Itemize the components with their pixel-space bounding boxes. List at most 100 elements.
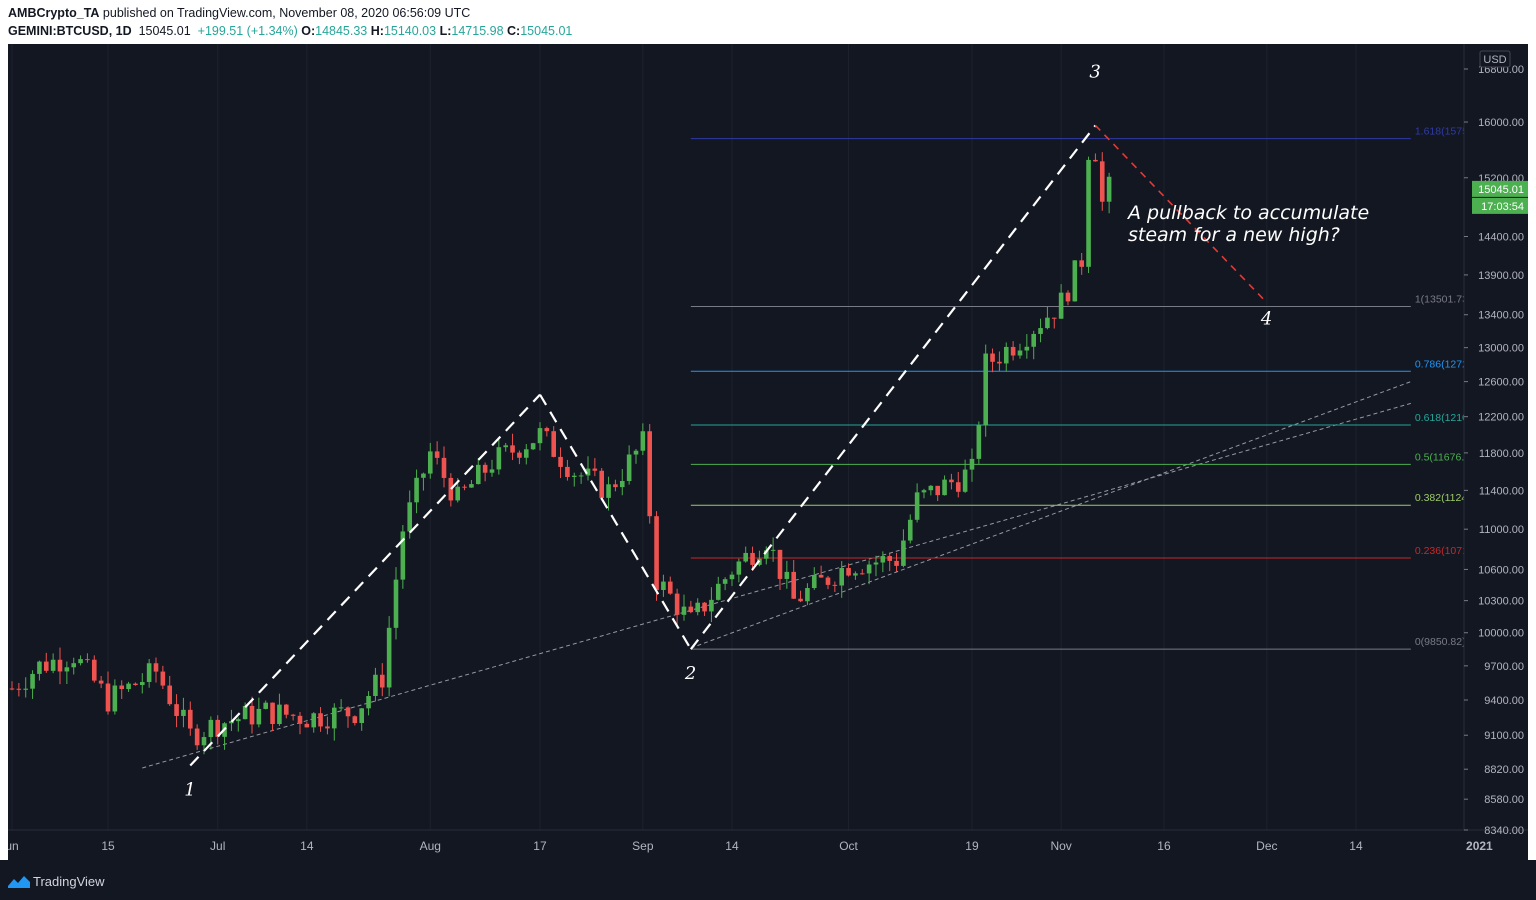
candle-body[interactable] [818,574,824,578]
candle-body[interactable] [887,556,892,561]
candle-body[interactable] [153,663,159,672]
candle-body[interactable] [825,577,831,585]
candle-body[interactable] [811,574,817,589]
candle-body[interactable] [379,674,385,688]
candle-body[interactable] [373,674,378,697]
symbol-name[interactable]: GEMINI:BTCUSD, 1D [8,24,132,38]
candle-body[interactable] [119,685,125,690]
candle-body[interactable] [859,573,865,575]
candle-body[interactable] [475,464,481,485]
candle-body[interactable] [105,683,111,712]
candle-body[interactable] [1017,350,1023,356]
candle-body[interactable] [421,473,426,478]
candle-body[interactable] [510,445,515,453]
candle-body[interactable] [386,627,392,688]
candle-body[interactable] [976,425,982,459]
candle-body[interactable] [194,728,200,746]
candle-body[interactable] [235,719,241,722]
candle-body[interactable] [1051,317,1057,319]
support-trendline[interactable] [690,381,1412,649]
candle-body[interactable] [1093,159,1098,162]
candle-body[interactable] [208,719,214,738]
candle-body[interactable] [270,702,275,725]
candle-body[interactable] [558,456,563,467]
candle-body[interactable] [414,477,419,503]
candle-body[interactable] [942,479,947,496]
candle-body[interactable] [914,492,920,520]
candle-body[interactable] [949,479,954,483]
candle-body[interactable] [1003,346,1009,364]
candle-body[interactable] [722,579,728,584]
candle-body[interactable] [654,516,659,590]
candle-body[interactable] [990,353,995,362]
candle-body[interactable] [729,574,735,580]
candle-body[interactable] [709,599,714,612]
candle-body[interactable] [585,468,591,476]
candle-body[interactable] [777,549,783,579]
candle-body[interactable] [462,486,467,488]
candle-body[interactable] [139,681,145,686]
wave-line[interactable] [689,124,1097,650]
candle-body[interactable] [784,571,790,579]
candle-body[interactable] [133,683,138,686]
publisher-name[interactable]: AMBCrypto_TA [8,6,100,20]
annotation-text[interactable]: A pullback to accumulate steam for a new … [1126,202,1369,246]
candle-body[interactable] [448,477,454,501]
candle-body[interactable] [283,704,289,715]
candle-body[interactable] [352,716,358,723]
candle-body[interactable] [503,445,509,448]
candle-body[interactable] [743,552,748,562]
candle-body[interactable] [338,707,344,709]
candle-body[interactable] [921,490,927,493]
candle-body[interactable] [606,484,611,498]
candle-body[interactable] [98,680,104,684]
candle-body[interactable] [277,704,282,725]
candle-body[interactable] [901,540,906,566]
candle-body[interactable] [393,579,399,628]
candle-body[interactable] [43,661,49,671]
candle-body[interactable] [263,702,269,709]
candle-body[interactable] [674,593,680,615]
tradingview-brand[interactable]: TradingView [33,874,105,889]
candle-body[interactable] [1058,292,1064,319]
candle-body[interactable] [770,549,776,551]
candle-body[interactable] [661,581,666,590]
candle-body[interactable] [304,723,310,728]
candle-body[interactable] [167,685,173,705]
candle-body[interactable] [750,552,755,565]
candle-body[interactable] [517,452,522,458]
candle-body[interactable] [619,481,625,488]
candle-body[interactable] [592,468,598,471]
projection-line[interactable] [1094,124,1268,304]
candle-body[interactable] [578,475,584,477]
candle-body[interactable] [1045,317,1050,329]
chart-area[interactable]: 1.618(15757.99) 1(13501.73) 0.786(12720.44… [8,44,1528,860]
candle-body[interactable] [715,583,721,600]
candle-body[interactable] [91,659,97,681]
candle-body[interactable] [1065,292,1071,302]
candle-body[interactable] [1038,328,1043,334]
candle-body[interactable] [126,683,131,690]
candle-body[interactable] [427,451,433,474]
candle-body[interactable] [297,715,303,724]
candle-body[interactable] [702,602,707,612]
candle-body[interactable] [407,502,413,532]
candle-body[interactable] [763,550,769,559]
candle-body[interactable] [791,571,796,599]
candle-body[interactable] [441,457,447,478]
candle-body[interactable] [469,484,474,488]
candle-body[interactable] [832,584,838,586]
price-chart[interactable]: 1.618(15757.99)1(13501.73)0.786(12720.44… [8,44,1528,860]
candle-body[interactable] [907,519,913,541]
candle-body[interactable] [1024,346,1030,351]
candle-body[interactable] [1106,176,1112,202]
candle-body[interactable] [640,431,646,451]
candle-body[interactable] [37,661,42,674]
candle-body[interactable] [853,573,858,576]
candle-body[interactable] [839,567,844,586]
candle-body[interactable] [1010,346,1016,356]
candle-body[interactable] [146,663,152,682]
candle-body[interactable] [290,714,296,716]
candle-body[interactable] [359,708,365,723]
candle-body[interactable] [969,458,975,470]
